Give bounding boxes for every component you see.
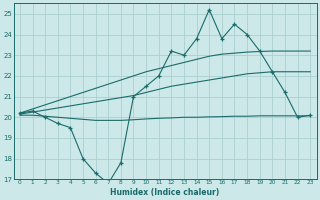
- X-axis label: Humidex (Indice chaleur): Humidex (Indice chaleur): [110, 188, 220, 197]
